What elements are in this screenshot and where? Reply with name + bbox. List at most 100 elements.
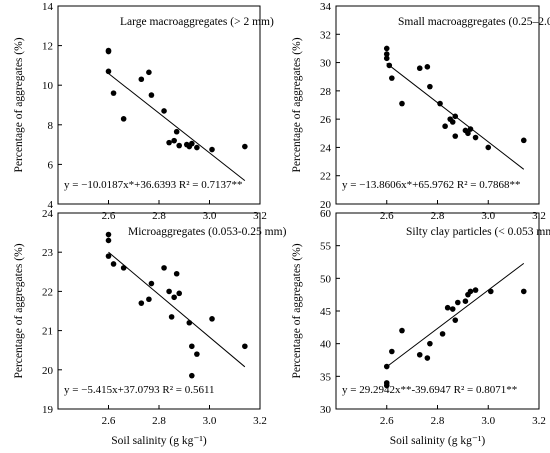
y-tick-label: 45	[320, 306, 332, 318]
data-point	[173, 270, 180, 277]
data-point	[462, 298, 469, 305]
chart-panel-4: 2.6 2.8 3.0 3.2 30 35 40 45 50 55 60 Percentage of …	[291, 208, 550, 447]
x-tick-label: 2.6	[102, 210, 116, 222]
data-point	[427, 340, 433, 347]
data-point	[389, 75, 395, 81]
data-point	[427, 83, 433, 90]
y-axis-title: Percentage of aggregates (%)	[13, 37, 25, 172]
data-point	[171, 294, 177, 301]
data-point	[399, 327, 405, 334]
data-point	[105, 47, 112, 54]
data-point	[189, 343, 195, 350]
data-point	[166, 139, 172, 146]
y-tick-label: 30	[320, 404, 332, 416]
regression-equation: y = 29.2942x**-39.6947 R² = 0.8071**	[342, 384, 517, 396]
data-point	[424, 64, 431, 70]
panel-title: Microaggregates (0.053-0.25 mm)	[128, 226, 287, 238]
data-point	[520, 137, 527, 144]
x-tick-label: 2.8	[152, 210, 166, 222]
data-point	[148, 280, 155, 287]
data-point	[148, 92, 155, 98]
y-axis-title: Percentage of aggregates (%)	[291, 243, 303, 378]
data-point	[161, 265, 167, 271]
data-point	[416, 351, 423, 358]
data-point	[176, 142, 182, 149]
data-point	[424, 355, 431, 361]
data-point	[465, 130, 471, 137]
regression-line	[386, 262, 525, 368]
regression-line	[108, 73, 246, 182]
data-point	[383, 51, 390, 57]
plot-frame	[57, 212, 261, 410]
x-tick-label: 2.6	[380, 415, 394, 427]
y-tick-label: 55	[320, 241, 332, 253]
data-point	[171, 137, 177, 144]
x-tick-label: 2.6	[102, 415, 116, 427]
y-tick-label: 12	[42, 41, 53, 53]
data-point	[120, 116, 127, 122]
x-tick-label: 3.0	[481, 415, 495, 427]
x-tick-label: 2.6	[380, 210, 394, 222]
y-tick-label: 35	[320, 371, 332, 383]
data-point	[146, 296, 152, 303]
y-tick-label: 23	[42, 247, 54, 259]
y-tick-label: 50	[320, 273, 332, 285]
regression-equation: y = −13.8606x*+65.9762 R² = 0.7868**	[342, 179, 520, 191]
x-tick-label: 2.8	[431, 210, 445, 222]
x-tick-label: 2.8	[431, 415, 445, 427]
data-point	[452, 113, 459, 120]
data-point	[176, 290, 182, 297]
regression-equation: y = −10.0187x*+36.6393 R² = 0.7137**	[64, 179, 242, 191]
data-point	[161, 108, 167, 114]
y-tick-label: 22	[42, 286, 53, 298]
y-tick-label: 28	[320, 86, 332, 98]
y-tick-label: 6	[48, 159, 54, 171]
y-axis-title: Percentage of aggregates (%)	[13, 243, 25, 378]
data-point	[520, 288, 527, 295]
y-tick-label: 8	[48, 120, 54, 132]
y-tick-label: 24	[320, 142, 332, 154]
regression-equation: y = −5.415x+37.0793 R² = 0.5611	[64, 384, 215, 396]
data-point	[452, 133, 459, 139]
plot-frame	[335, 212, 540, 410]
data-point	[105, 231, 112, 238]
panel-title: Small macroaggregates (0.25–2.0 mm)	[398, 16, 550, 28]
data-point	[455, 299, 461, 306]
data-point	[209, 146, 215, 153]
data-point	[168, 314, 175, 320]
y-tick-label: 4	[48, 199, 54, 211]
data-point	[449, 306, 456, 312]
plot-frame	[57, 5, 261, 205]
data-point	[467, 126, 474, 132]
x-tick-label: 3.0	[481, 210, 495, 222]
data-point	[467, 288, 474, 295]
data-point	[166, 288, 172, 295]
x-tick-label: 3.2	[253, 415, 267, 427]
data-point	[209, 316, 215, 322]
data-point	[194, 351, 200, 357]
y-tick-label: 40	[320, 339, 332, 351]
y-tick-label: 20	[42, 365, 54, 377]
data-point	[110, 90, 117, 96]
y-tick-label: 34	[320, 1, 332, 13]
data-point	[383, 45, 390, 52]
data-point	[189, 372, 195, 379]
y-tick-label: 19	[42, 404, 54, 416]
data-point	[416, 65, 423, 72]
data-point	[485, 144, 492, 151]
data-point	[138, 300, 145, 306]
data-point	[146, 69, 152, 76]
y-tick-label: 30	[320, 58, 332, 70]
data-point	[383, 55, 390, 62]
data-point	[105, 68, 112, 75]
y-tick-label: 14	[42, 1, 54, 13]
data-point	[110, 261, 117, 267]
data-point	[472, 134, 479, 141]
data-point	[444, 304, 451, 311]
y-tick-label: 22	[320, 171, 331, 183]
data-point	[383, 382, 390, 389]
data-point	[399, 100, 405, 107]
data-point	[242, 143, 248, 150]
